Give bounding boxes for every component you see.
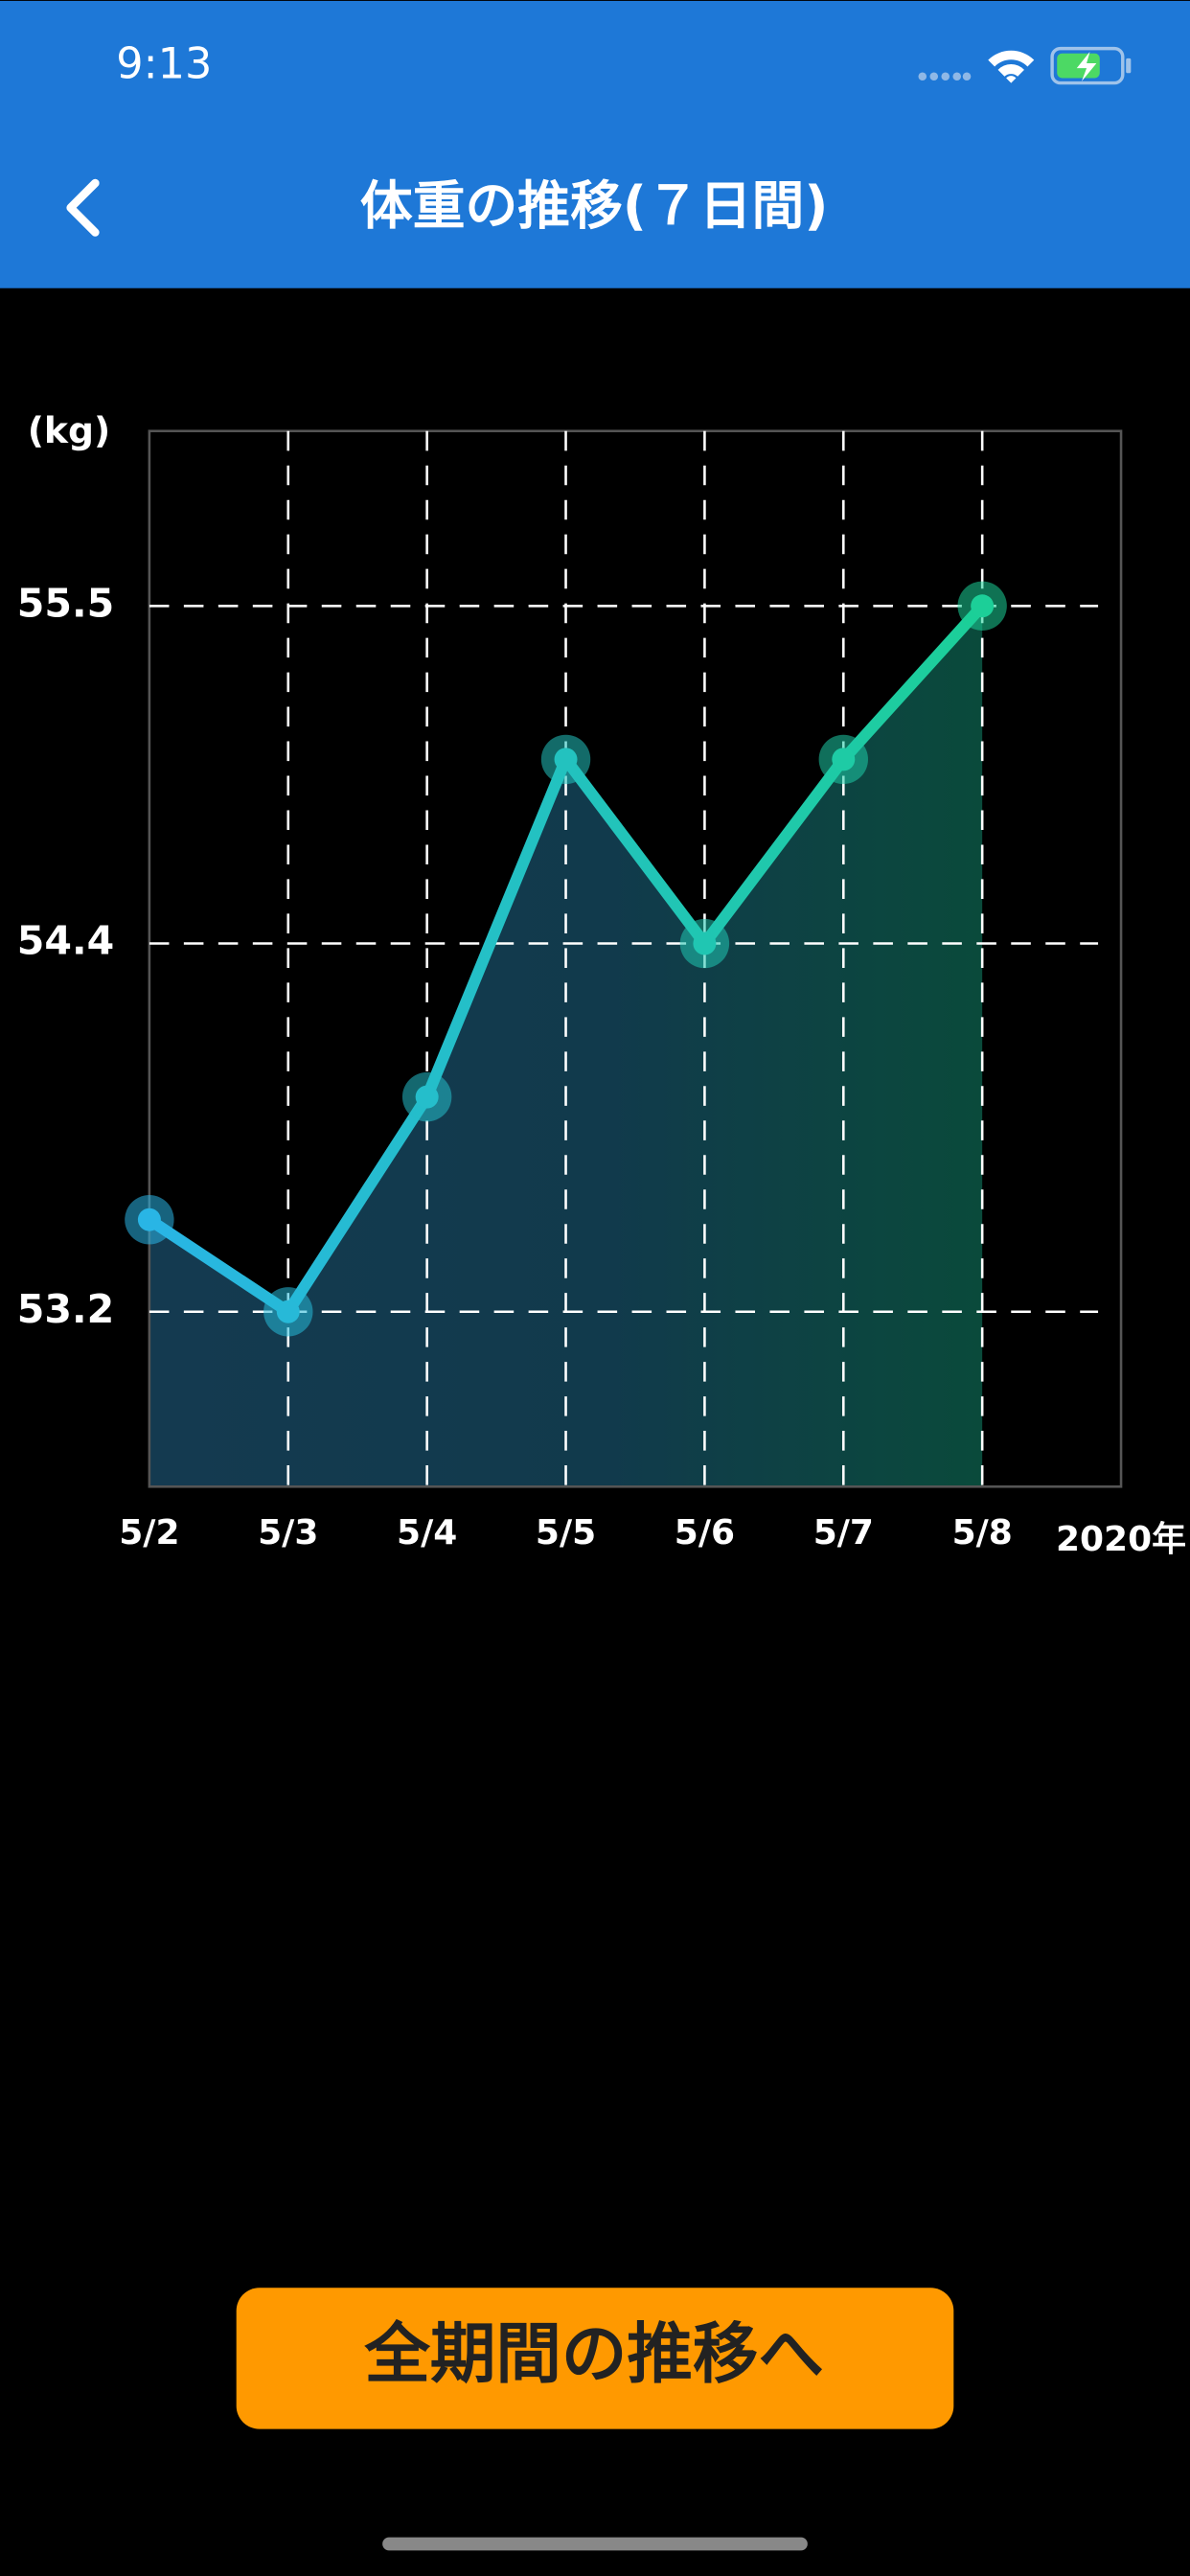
plot-frame bbox=[148, 429, 1123, 1488]
x-tick-label: 5/3 bbox=[258, 1513, 318, 1552]
x-tick-label: 5/7 bbox=[813, 1513, 874, 1552]
point-center bbox=[832, 748, 856, 771]
point-center bbox=[415, 1085, 439, 1109]
x-tick-label: 5/5 bbox=[536, 1513, 596, 1552]
x-tick-label: 5/2 bbox=[119, 1513, 179, 1552]
header bbox=[0, 0, 1190, 288]
button-label[interactable]: 全期間の推移へ bbox=[363, 2316, 824, 2393]
point-center bbox=[554, 748, 578, 771]
x-tick-label: 5/4 bbox=[397, 1513, 457, 1552]
point-center bbox=[276, 1300, 300, 1323]
area bbox=[149, 606, 983, 1487]
home-indicator bbox=[382, 2537, 808, 2551]
y-unit-label: (kg) bbox=[28, 409, 110, 451]
x-year-label: 2020年 bbox=[1056, 1520, 1186, 1559]
point-center bbox=[693, 932, 717, 955]
x-tick-label: 5/8 bbox=[952, 1513, 1013, 1552]
x-tick-label: 5/6 bbox=[675, 1513, 735, 1552]
point-center bbox=[137, 1208, 161, 1231]
back-button[interactable] bbox=[66, 178, 100, 237]
y-tick-label: 53.2 bbox=[17, 1286, 114, 1332]
nav-title: 体重の推移(７日間) bbox=[360, 175, 828, 237]
y-tick-label: 54.4 bbox=[17, 918, 114, 964]
point-center bbox=[971, 594, 995, 618]
status-time: 9:13 bbox=[116, 38, 212, 88]
all-period-button[interactable] bbox=[236, 2288, 954, 2429]
y-tick-label: 55.5 bbox=[17, 580, 114, 626]
status-icons bbox=[918, 46, 1132, 85]
